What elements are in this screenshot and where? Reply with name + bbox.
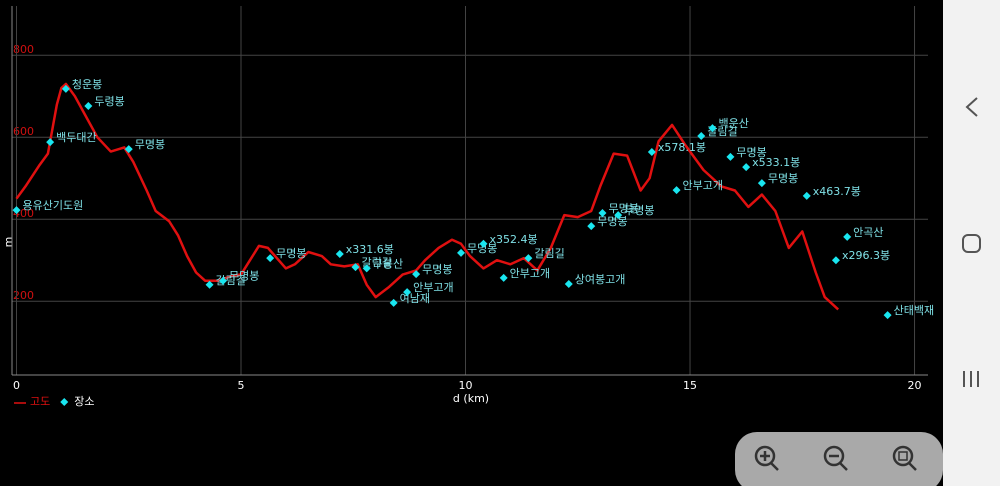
place-marker xyxy=(124,145,133,154)
place-marker xyxy=(389,298,398,307)
place-marker xyxy=(219,276,228,285)
place-label: 무명봉 xyxy=(597,215,627,228)
legend-marker xyxy=(60,398,69,406)
place-marker xyxy=(843,232,852,241)
place-label: 무명봉 xyxy=(229,270,259,283)
place-marker xyxy=(403,288,412,297)
recents-button[interactable] xyxy=(963,371,979,387)
place-label: 용유산기도원 xyxy=(22,199,83,212)
place-marker xyxy=(883,311,892,320)
y-tick-label: 800 xyxy=(13,43,34,56)
place-marker xyxy=(598,209,607,218)
place-label: x352.4봉 xyxy=(489,233,537,246)
zoom-panel xyxy=(735,432,943,486)
place-label: 갈림길 xyxy=(534,246,564,260)
x-tick-label: 10 xyxy=(459,379,473,392)
x-axis-label: d (km) xyxy=(453,392,489,405)
place-marker xyxy=(457,248,466,257)
y-tick-label: 200 xyxy=(13,289,34,302)
place-label: x331.6봉 xyxy=(346,243,394,256)
place-label: 무명봉 xyxy=(467,242,497,255)
place-marker xyxy=(499,273,508,282)
x-tick-label: 0 xyxy=(13,379,20,392)
x-tick-label: 20 xyxy=(908,379,922,392)
place-marker xyxy=(266,254,275,263)
place-marker xyxy=(614,211,623,220)
place-marker xyxy=(335,250,344,259)
place-label: 무명봉 xyxy=(624,204,654,217)
place-label: 산태백재 xyxy=(894,304,934,317)
place-marker xyxy=(802,191,811,200)
x-tick-label: 5 xyxy=(238,379,245,392)
place-label: 무명봉 xyxy=(422,263,452,276)
x-tick-label: 15 xyxy=(683,379,697,392)
place-marker xyxy=(672,186,681,195)
place-label: 상여봉고개 xyxy=(575,273,626,286)
legend-label: 고도 xyxy=(30,395,50,408)
elevation-line xyxy=(15,82,840,311)
place-marker xyxy=(479,239,488,248)
place-label: 두령봉 xyxy=(94,95,124,108)
place-marker xyxy=(12,206,21,215)
back-button[interactable] xyxy=(965,97,978,117)
place-label: 청운봉 xyxy=(72,78,102,91)
place-marker xyxy=(708,124,717,133)
place-marker xyxy=(831,256,840,265)
place-marker xyxy=(362,264,371,273)
place-label: x578.1봉 xyxy=(658,141,706,154)
zoom-out-button[interactable] xyxy=(823,445,848,471)
place-marker xyxy=(726,152,735,161)
place-label: 무명봉 xyxy=(608,202,638,215)
place-label: 갈림길 xyxy=(362,255,392,269)
place-label: 안곡산 xyxy=(853,226,883,239)
place-label: 안부고개 xyxy=(413,281,453,294)
place-marker xyxy=(587,222,596,231)
legend-label: 장소 xyxy=(74,395,94,408)
place-marker xyxy=(564,279,573,288)
place-label: x296.3봉 xyxy=(842,249,890,262)
home-button[interactable] xyxy=(962,234,981,253)
zoom-in-button[interactable] xyxy=(754,445,779,471)
place-label: 무명봉 xyxy=(736,146,766,159)
place-marker xyxy=(647,147,656,156)
place-label: x463.7봉 xyxy=(813,185,861,198)
place-label: x533.1봉 xyxy=(752,156,800,169)
nav-bar xyxy=(943,0,1000,486)
place-label: 무명봉 xyxy=(276,247,306,260)
place-marker xyxy=(46,138,55,147)
y-tick-label: 600 xyxy=(13,125,34,138)
place-marker xyxy=(524,254,533,263)
place-label: 안부고개 xyxy=(510,267,550,280)
place-label: 안부고개 xyxy=(683,179,723,192)
place-marker xyxy=(84,102,93,111)
place-marker xyxy=(757,179,766,188)
place-label: 구봉산 xyxy=(373,257,403,270)
place-marker xyxy=(742,163,751,172)
place-label: 백운산 xyxy=(718,117,748,130)
place-label: 무명봉 xyxy=(768,172,798,185)
zoom-fit-button[interactable] xyxy=(892,445,917,471)
place-marker xyxy=(351,263,360,272)
place-marker xyxy=(697,131,706,140)
place-marker xyxy=(61,84,70,93)
place-label: 무명봉 xyxy=(135,138,165,151)
y-axis-label: m xyxy=(2,237,15,248)
place-label: 백두대간 xyxy=(56,131,96,144)
place-marker xyxy=(412,270,421,279)
place-marker xyxy=(205,280,214,289)
